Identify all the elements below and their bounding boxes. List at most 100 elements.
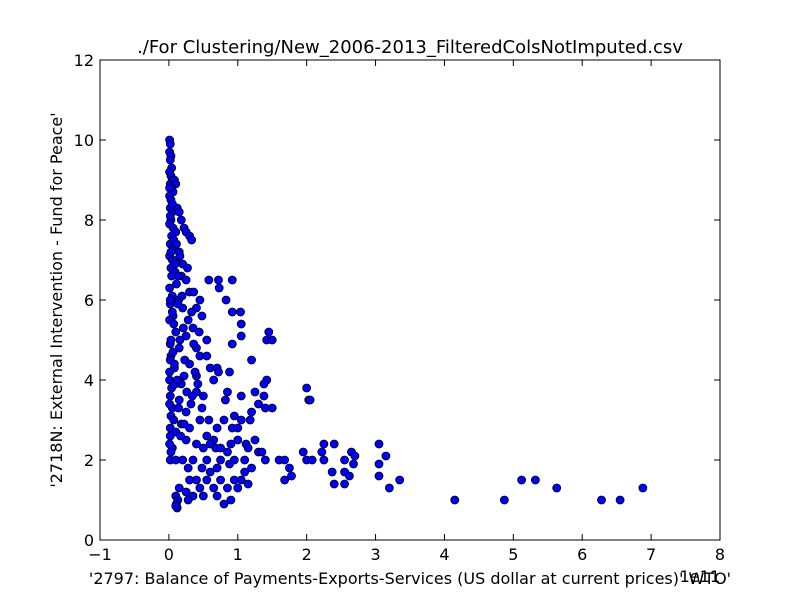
data-point [204, 275, 214, 285]
data-point [190, 367, 200, 377]
data-point [198, 443, 208, 453]
data-point [264, 327, 274, 337]
x-tick-label: 5 [508, 545, 518, 564]
data-point [236, 391, 246, 401]
x-tick-label: 8 [715, 545, 725, 564]
data-point [189, 287, 199, 297]
data-point [247, 407, 256, 417]
data-point [181, 487, 191, 497]
data-point [169, 319, 179, 329]
x-tick-label: 7 [646, 545, 656, 564]
data-point [187, 391, 197, 401]
data-point [327, 467, 337, 477]
y-tick-label: 10 [74, 131, 94, 150]
data-point [227, 339, 237, 349]
data-point [176, 215, 186, 225]
data-point [329, 439, 339, 449]
data-point [517, 475, 526, 485]
data-point [169, 415, 179, 425]
data-point [319, 439, 329, 449]
x-offset-label: 1e11 [680, 567, 720, 586]
data-point [187, 307, 197, 317]
data-point [193, 379, 203, 389]
x-tick-label: 6 [577, 545, 587, 564]
data-point [198, 391, 208, 401]
data-point [307, 455, 317, 465]
data-point [197, 311, 207, 321]
data-point [177, 291, 187, 301]
data-point [223, 447, 232, 457]
data-point [530, 475, 540, 485]
data-point [384, 483, 394, 493]
data-point [381, 451, 391, 461]
data-point [167, 199, 177, 209]
data-point [245, 415, 255, 425]
data-point [171, 501, 181, 511]
y-tick-label: 8 [84, 211, 94, 230]
data-point [165, 139, 175, 149]
data-point [233, 423, 243, 433]
data-point [171, 327, 181, 337]
data-point [178, 323, 188, 333]
data-point [189, 339, 199, 349]
data-point [236, 319, 246, 329]
data-point [172, 279, 181, 289]
data-point [165, 211, 175, 221]
data-point [240, 455, 250, 465]
data-point [243, 479, 253, 489]
data-point [202, 351, 212, 361]
data-point [216, 475, 225, 485]
data-point [319, 455, 329, 465]
data-point [280, 455, 290, 465]
data-point [166, 247, 176, 257]
data-point [209, 483, 219, 493]
data-point [195, 295, 205, 305]
data-point [225, 459, 234, 469]
data-point [450, 495, 460, 505]
data-point [214, 367, 223, 377]
data-point [198, 491, 208, 501]
x-tick-label: 2 [302, 545, 312, 564]
data-point [236, 415, 246, 425]
data-point [197, 403, 207, 413]
data-point [552, 483, 562, 493]
data-point [194, 327, 204, 337]
data-point [214, 283, 224, 293]
data-point [250, 435, 260, 445]
data-point [165, 399, 174, 409]
data-point [302, 383, 312, 393]
data-point [202, 455, 212, 465]
data-point [259, 391, 269, 401]
data-point [166, 447, 176, 457]
data-point [212, 491, 222, 501]
y-axis-label: '2718N: External Intervention - Fund for… [47, 112, 66, 487]
data-point [499, 495, 509, 505]
data-point [174, 403, 183, 413]
data-point [374, 471, 384, 481]
data-point [175, 335, 185, 345]
data-point [172, 375, 182, 385]
data-point [350, 451, 360, 461]
data-point [195, 415, 205, 425]
data-point [172, 239, 181, 249]
data-point [186, 399, 196, 409]
data-point [209, 375, 219, 385]
data-point [298, 447, 308, 457]
data-point [192, 439, 201, 449]
data-point [175, 251, 185, 261]
data-point [205, 467, 215, 477]
data-point [174, 395, 184, 405]
data-point [195, 483, 205, 493]
data-point [165, 431, 175, 441]
data-point [344, 471, 354, 481]
data-point [267, 403, 277, 413]
data-point [167, 307, 177, 317]
data-point [340, 479, 349, 489]
chart-title: ./For Clustering/New_2006-2013_FilteredC… [137, 37, 683, 58]
data-point [247, 463, 256, 473]
data-point [226, 439, 236, 449]
data-point [165, 295, 175, 305]
data-point [214, 275, 223, 285]
data-point [329, 479, 339, 489]
